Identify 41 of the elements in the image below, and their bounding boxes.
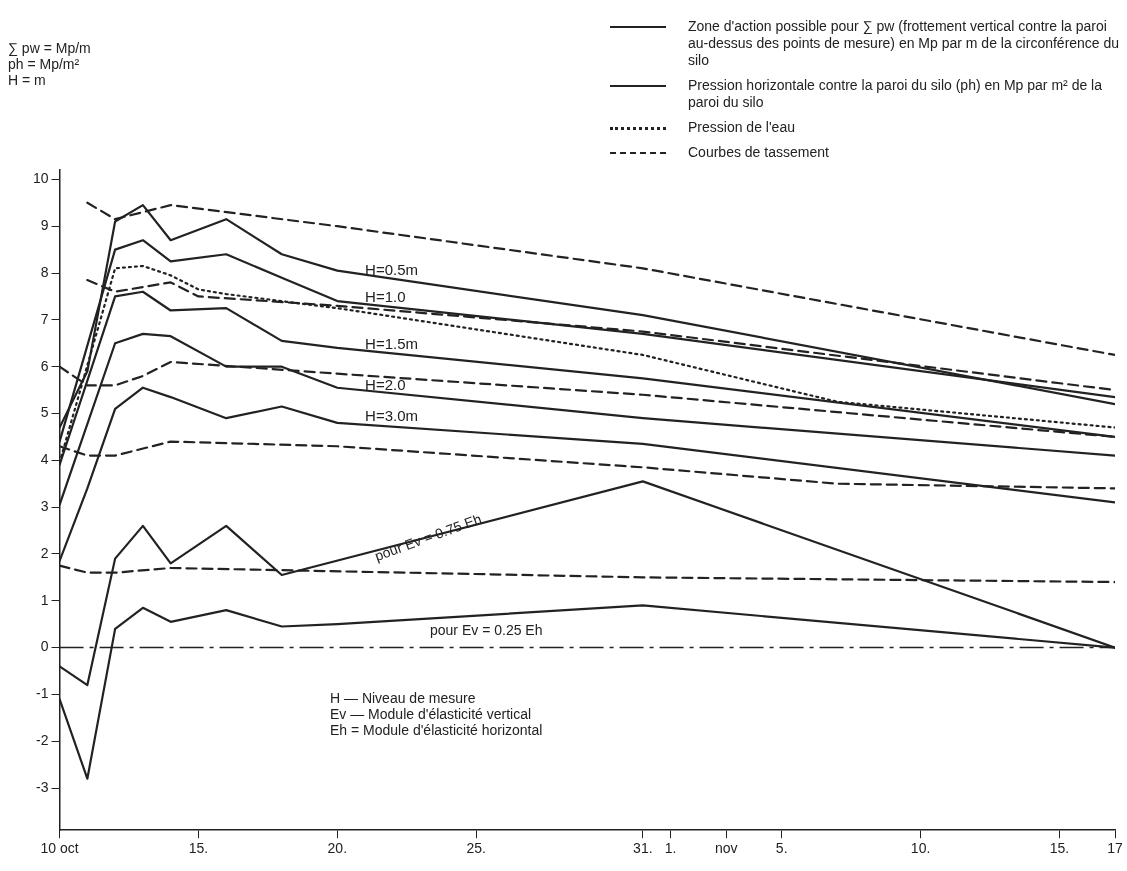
y-tick-label: 0	[40, 638, 49, 655]
y-tick-label: 6	[40, 357, 49, 374]
x-tick-label: 10 oct	[40, 840, 79, 857]
annotation: Ev — Module d'élasticité vertical	[330, 706, 533, 722]
x-tick-label: 31.	[633, 840, 653, 857]
legend-label: Pression de l'eau	[688, 119, 795, 136]
y-tick-label: 7	[40, 310, 49, 327]
text: ph = Mp/m²	[8, 56, 81, 72]
annotation: H=3.0m	[365, 406, 419, 424]
x-tick-label: 17	[1107, 840, 1123, 857]
y-tick-label: 2	[40, 544, 49, 561]
y-tick-label: 10	[32, 170, 49, 187]
annotation: H=1.5m	[365, 334, 419, 352]
x-tick-label: 15.	[188, 840, 209, 857]
y-tick-label: -2	[36, 732, 49, 749]
text: ∑ pw = Mp/m	[8, 40, 91, 56]
x-tick-label: 10.	[910, 840, 931, 857]
x-tick-label: 5.	[775, 840, 788, 857]
text: H = m	[8, 72, 47, 88]
y-tick-label: 5	[40, 404, 49, 421]
annotation: Eh = Module d'élasticité horizontal	[330, 722, 543, 738]
y-tick-label: 1	[40, 591, 49, 608]
legend-label: Courbes de tassement	[688, 144, 829, 161]
annotation: H=1.0	[365, 288, 406, 306]
y-tick-label: 8	[40, 263, 49, 280]
x-tick-label: 15.	[1049, 840, 1070, 857]
y-tick-label: 3	[40, 497, 49, 514]
legend-label: Zone d'action possible pour ∑ pw (frottement vertical contre la paroi au-dessus des points de mesure) en Mp par m de la circonférence du silo	[688, 18, 1120, 69]
x-tick-label: 20.	[327, 840, 348, 857]
x-tick-label: nov	[714, 840, 738, 857]
y-tick-label: 4	[40, 451, 49, 468]
legend-label: Pression horizontale contre la paroi du silo (ph) en Mp par m² de la paroi du silo	[688, 77, 1103, 111]
annotation: H — Niveau de mesure	[330, 690, 477, 706]
annotation: pour Ev = 0.25 Eh	[430, 622, 543, 638]
y-tick-label: -1	[36, 685, 49, 702]
annotation: H=2.0	[365, 376, 406, 394]
x-tick-label: 25.	[466, 840, 486, 857]
y-tick-label: 9	[40, 217, 49, 234]
x-tick-label: 1.	[664, 840, 677, 857]
annotation: H=0.5m	[365, 261, 419, 279]
y-tick-label: -3	[36, 778, 49, 795]
